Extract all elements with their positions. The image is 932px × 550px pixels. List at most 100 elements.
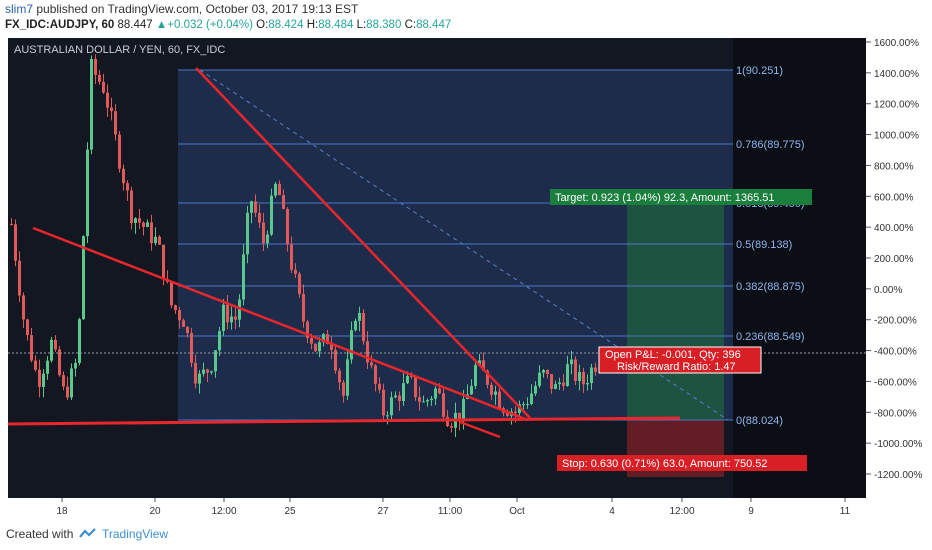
- candle-body: [250, 201, 253, 213]
- x-tick-label: Oct: [509, 506, 525, 517]
- candle-body: [74, 362, 77, 369]
- candle-body: [258, 212, 261, 223]
- candle-body: [414, 376, 417, 398]
- low-label: L:: [356, 19, 367, 31]
- candle-body: [334, 349, 337, 371]
- candle-body: [130, 190, 133, 223]
- candle-body: [150, 222, 153, 244]
- candle-body: [246, 212, 249, 255]
- candle-body: [238, 299, 241, 320]
- candle-body: [110, 107, 113, 112]
- y-tick-label: 1600.00%: [874, 38, 919, 49]
- candle-body: [586, 383, 589, 385]
- y-tick-label: 0.00%: [874, 285, 902, 296]
- candle-body: [410, 376, 413, 378]
- candle-body: [282, 195, 285, 209]
- high-label: H:: [306, 19, 319, 31]
- candle-body: [346, 359, 349, 396]
- lower-wedge-line[interactable]: [32, 226, 529, 422]
- candle-body: [106, 92, 109, 108]
- candle-body: [434, 388, 437, 399]
- candle-body: [394, 395, 397, 398]
- candle-body: [190, 333, 193, 363]
- support-extension[interactable]: [459, 420, 501, 439]
- candle-body: [406, 376, 409, 384]
- close-label: C:: [404, 19, 417, 31]
- pl-box[interactable]: Open P&L: -0.001, Qty: 396 Risk/Reward R…: [598, 346, 762, 374]
- tradingview-link[interactable]: TradingView: [102, 527, 169, 541]
- candle-body: [154, 236, 157, 244]
- candle-body: [418, 397, 421, 402]
- candle-body: [54, 339, 57, 350]
- candle-body: [102, 81, 105, 93]
- candle-body: [470, 385, 473, 395]
- time-axis[interactable]: [8, 498, 866, 518]
- target-zone: [627, 203, 724, 420]
- x-tick-label: 18: [56, 506, 68, 517]
- candle-body: [50, 339, 53, 361]
- y-tick-label: 800.00%: [874, 161, 914, 172]
- candle-body: [594, 367, 597, 372]
- candle-body: [566, 364, 569, 386]
- target-box-bg: [550, 189, 812, 205]
- candle-body: [570, 359, 573, 365]
- candle-body: [550, 374, 553, 389]
- candle-body: [358, 312, 361, 321]
- target-box[interactable]: Target: 0.923 (1.04%) 92.3, Amount: 1365…: [550, 189, 812, 205]
- candle-body: [274, 183, 277, 196]
- fib-label: 0.786(89.775): [736, 139, 805, 151]
- y-tick-label: -1000.00%: [874, 439, 922, 450]
- candle-body: [482, 360, 485, 371]
- candle-body: [122, 168, 125, 184]
- price-axis[interactable]: [866, 38, 932, 518]
- candle-body: [366, 341, 369, 363]
- author-link[interactable]: slim7: [5, 2, 34, 16]
- candle-body: [574, 359, 577, 381]
- candle-body: [38, 369, 41, 387]
- candle-body: [294, 269, 297, 274]
- candle-body: [182, 320, 185, 327]
- x-tick-label: 4: [609, 506, 615, 517]
- y-tick-label: 1000.00%: [874, 131, 919, 142]
- candle-body: [66, 386, 69, 398]
- fib-label: 0(88.024): [736, 415, 783, 427]
- symbol-line: FX_IDC:AUDJPY, 60 88.447 ▲+0.032 (+0.04%…: [5, 19, 451, 31]
- stop-box[interactable]: Stop: 0.630 (0.71%) 63.0, Amount: 750.52: [557, 455, 807, 471]
- candle-body: [142, 222, 145, 227]
- candle-body: [170, 281, 173, 306]
- candle-body: [582, 371, 585, 385]
- fib-label: 0.5(89.138): [736, 239, 792, 251]
- candle-body: [98, 74, 101, 82]
- tradingview-logo-icon: [79, 528, 96, 538]
- candle-body: [538, 372, 541, 386]
- candle-body: [242, 254, 245, 300]
- candle-body: [206, 369, 209, 373]
- support-line[interactable]: [7, 416, 681, 426]
- last-price: 88.447: [117, 19, 153, 31]
- upper-wedge-line[interactable]: [195, 67, 531, 419]
- candle-body: [26, 319, 29, 336]
- candle-body: [526, 404, 529, 406]
- candle-body: [494, 391, 497, 395]
- y-tick-label: 1400.00%: [874, 69, 919, 80]
- stop-box-bg: [557, 455, 807, 471]
- price-chart[interactable]: 1(90.251)0.786(89.775)0.618(89.400)0.5(8…: [0, 38, 932, 518]
- candle-body: [146, 222, 149, 227]
- x-tick-label: 9: [748, 506, 754, 517]
- candle-body: [442, 393, 445, 417]
- candle-body: [478, 360, 481, 366]
- candle-body: [402, 383, 405, 402]
- candle-body: [186, 326, 189, 334]
- chart-area[interactable]: 1(90.251)0.786(89.775)0.618(89.400)0.5(8…: [0, 38, 932, 518]
- open-label: O:: [256, 19, 269, 31]
- candle-body: [198, 373, 201, 384]
- candle-body: [266, 234, 269, 244]
- candle-body: [554, 384, 557, 389]
- candle-body: [46, 360, 49, 374]
- y-tick-label: 1200.00%: [874, 100, 919, 111]
- candle-body: [134, 218, 137, 223]
- candle-body: [290, 244, 293, 270]
- candle-body: [174, 305, 177, 311]
- target-text: Target: 0.923 (1.04%) 92.3, Amount: 1365…: [555, 192, 775, 204]
- y-tick-label: -200.00%: [874, 316, 917, 327]
